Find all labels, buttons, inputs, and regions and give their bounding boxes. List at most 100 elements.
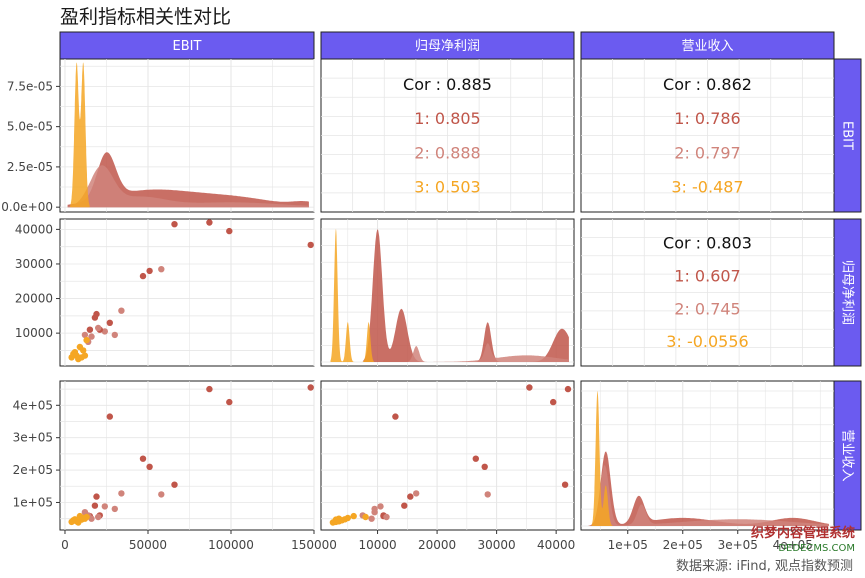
correlation-group-label-1: 1: 0.786	[674, 109, 740, 128]
density-area-group-1	[363, 229, 569, 362]
y-tick-label: 4e+05	[13, 398, 53, 412]
x-tick-label: 2e+05	[663, 538, 703, 552]
scatter-point-group-1	[561, 481, 569, 488]
scatter-point-group-1	[206, 219, 213, 226]
scatter-point-group-1	[407, 493, 414, 500]
panel-0-2: Cor : 0.862 1: 0.786 2: 0.797 3: -0.487	[580, 58, 835, 213]
scatter-point-group-1	[307, 241, 314, 249]
density-area-group-2	[588, 465, 829, 526]
scatter-point-group-1	[401, 502, 408, 509]
y-tick-label: 3e+05	[13, 431, 53, 445]
correlation-overall-label: Cor : 0.885	[403, 75, 492, 94]
x-tick-label: 4e+05	[773, 538, 813, 552]
correlation-group-label-3: 3: 0.503	[414, 177, 480, 196]
column-strip-label-0: EBIT	[173, 39, 202, 54]
scatter-point-group-2	[484, 491, 491, 498]
row-strip-label-0: EBIT	[840, 121, 855, 150]
column-strip-label-1: 归母净利润	[415, 39, 480, 54]
scatter-point-group-2	[368, 515, 375, 522]
scatter-point-group-1	[171, 221, 178, 228]
panel-0-1: Cor : 0.885 1: 0.805 2: 0.888 3: 0.503	[320, 58, 575, 213]
watermark-line1: 织梦内容管理系统	[750, 526, 855, 541]
y-tick-label: 2e+05	[13, 463, 53, 477]
density-area-group-3	[591, 391, 613, 526]
panel-2-0	[59, 380, 315, 531]
scatter-point-group-1	[91, 314, 99, 321]
panel-frame	[59, 380, 315, 531]
correlation-group-label-2: 2: 0.745	[674, 299, 740, 318]
density-area-group-2	[67, 165, 309, 208]
y-tick-label: 10000	[15, 326, 53, 340]
panel-2-1	[320, 380, 575, 531]
scatter-point-group-1	[106, 319, 114, 326]
row-strip-1	[833, 218, 862, 367]
row-strip-0	[833, 58, 862, 213]
row-strip-2	[833, 380, 862, 531]
y-tick-label: 1e+05	[13, 495, 53, 509]
panel-1-1	[320, 218, 575, 367]
panel-1-2: Cor : 0.803 1: 0.607 2: 0.745 3: -0.0556	[580, 218, 835, 367]
x-tick-label: 20000	[418, 538, 456, 552]
scatter-point-group-1	[106, 413, 114, 420]
scatter-point-group-1	[472, 455, 479, 462]
scatter-point-group-1	[139, 455, 147, 462]
scatter-point-group-3	[75, 519, 82, 526]
scatter-point-group-1	[392, 413, 399, 420]
row-strip-label-2: 营业收入	[840, 429, 855, 481]
density-area-group-1	[67, 152, 309, 208]
x-tick-label: 50000	[129, 538, 167, 552]
scatter-point-group-3	[81, 352, 89, 359]
scatter-point-group-2	[377, 503, 384, 510]
scatter-point-group-3	[350, 512, 357, 520]
scatter-point-group-2	[413, 490, 420, 497]
scatter-point-group-2	[383, 513, 390, 521]
y-tick-label: 7.5e-05	[7, 79, 53, 93]
column-strip-2	[580, 31, 835, 60]
panel-0-0	[59, 58, 315, 213]
column-strip-label-2: 营业收入	[681, 39, 733, 54]
scatter-point-group-2	[371, 509, 378, 516]
scatter-point-group-1	[171, 481, 178, 488]
scatter-point-group-3	[70, 517, 77, 524]
panel-frame	[580, 380, 835, 531]
scatter-point-group-2	[118, 307, 125, 314]
correlation-group-label-1: 1: 0.805	[414, 109, 480, 128]
watermark: 织梦内容管理系统 DEDECMS.COM	[751, 526, 855, 556]
panel-frame	[320, 380, 575, 531]
panel-1-0	[59, 218, 315, 367]
scatter-point-group-1	[146, 463, 153, 470]
x-tick-label: 30000	[478, 538, 516, 552]
scatter-point-group-1	[139, 272, 147, 280]
scatter-point-group-3	[329, 519, 337, 526]
scatter-point-group-3	[362, 513, 369, 521]
y-tick-label: 20000	[15, 292, 53, 306]
scatter-point-group-2	[158, 266, 165, 273]
x-tick-label: 1e+05	[608, 538, 648, 552]
x-tick-label: 3e+05	[718, 538, 758, 552]
y-tick-label: 40000	[15, 222, 53, 236]
scatter-point-group-1	[226, 398, 233, 406]
scatter-point-group-3	[81, 515, 89, 522]
scatter-point-group-2	[118, 490, 125, 497]
panel-2-2	[580, 380, 835, 531]
y-tick-label: 0.0e+00	[1, 200, 53, 214]
correlation-overall-label: Cor : 0.803	[663, 234, 752, 253]
scatter-point-group-1	[226, 227, 233, 235]
scatter-point-group-1	[93, 493, 100, 500]
page-title: 盈利指标相关性对比	[60, 6, 232, 28]
scatter-point-group-1	[206, 385, 213, 393]
scatter-point-group-2	[101, 328, 109, 335]
correlation-group-label-3: 3: -0.0556	[666, 332, 748, 351]
scatter-point-group-1	[146, 267, 153, 275]
density-area-group-2	[407, 343, 569, 362]
scatter-point-group-2	[111, 331, 119, 339]
correlation-overall-label: Cor : 0.862	[663, 75, 752, 94]
scatter-point-group-2	[111, 505, 119, 513]
scatter-point-group-3	[335, 515, 343, 522]
scatter-point-group-3	[75, 355, 82, 363]
scatter-point-group-3	[83, 336, 90, 344]
y-tick-label: 2.5e-05	[7, 160, 53, 174]
scatter-point-group-1	[86, 326, 94, 333]
row-strip-label-1: 归母净利润	[840, 260, 855, 325]
scatter-point-group-2	[158, 491, 165, 498]
